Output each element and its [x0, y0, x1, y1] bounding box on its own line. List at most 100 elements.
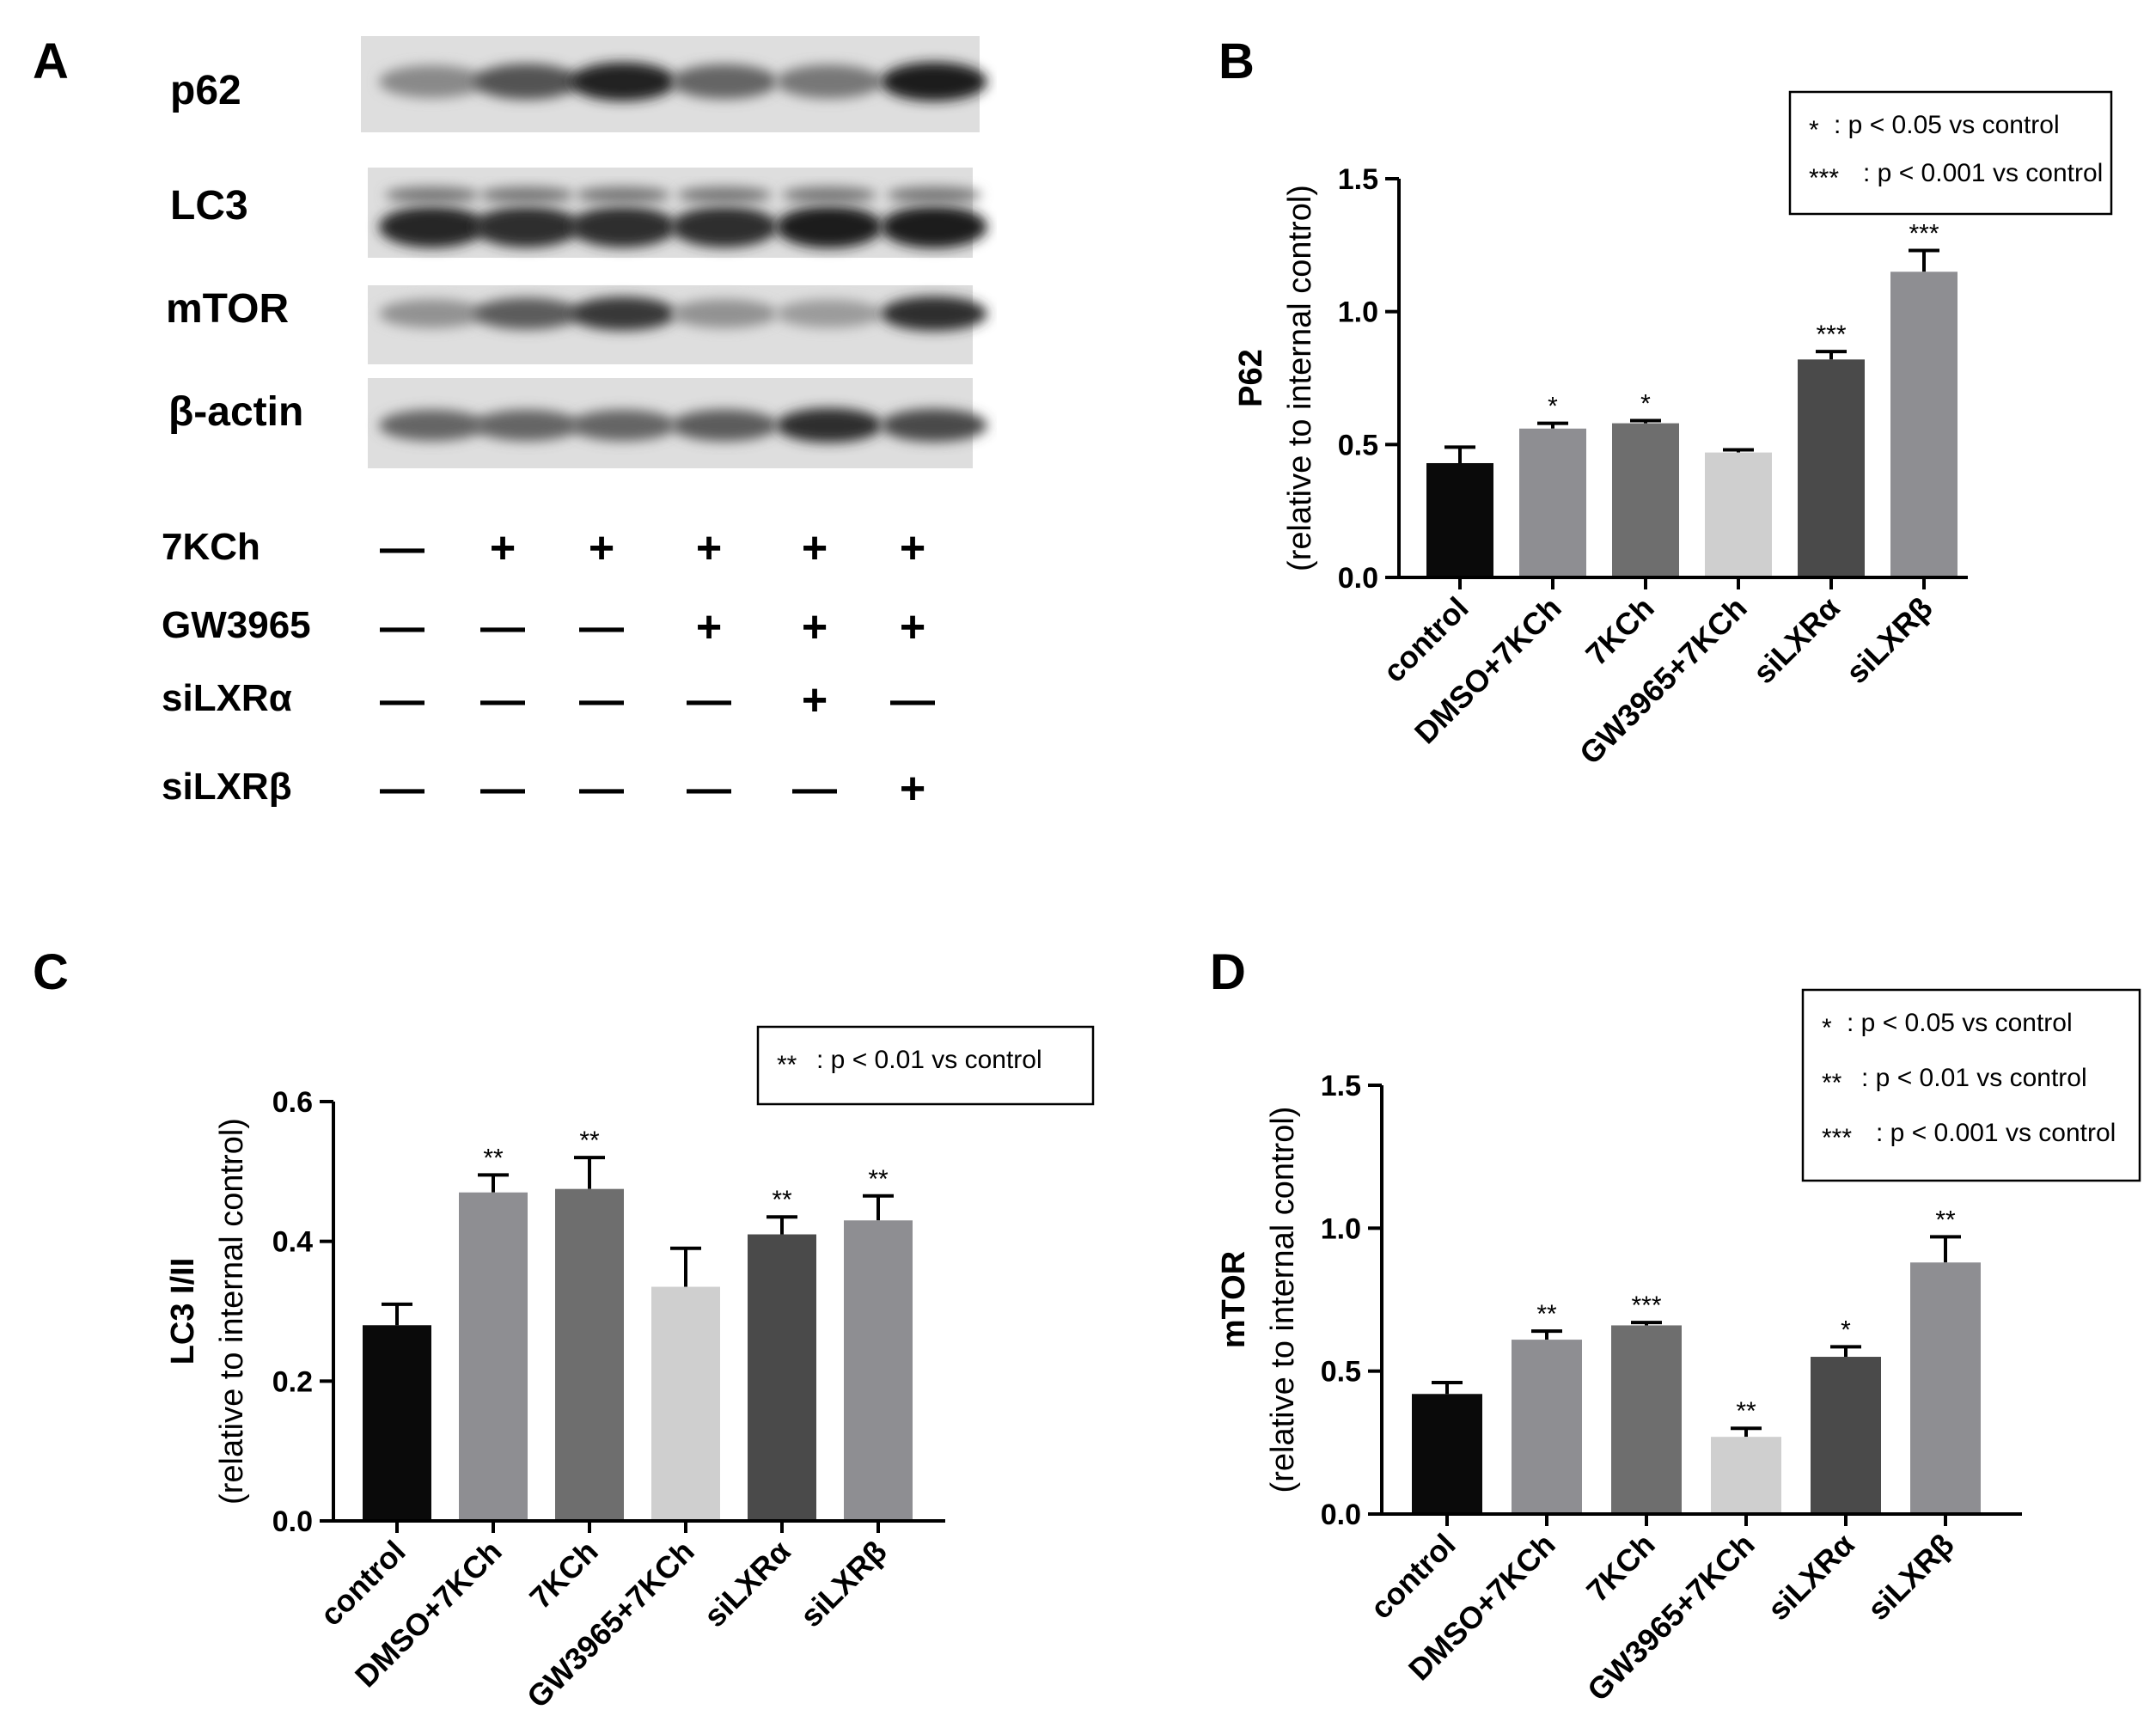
blot-label-beta-actin: β-actin: [168, 389, 304, 435]
significance-label: **: [1935, 1206, 1956, 1234]
y-tick-label: 1.5: [1338, 163, 1378, 196]
blot-band: [881, 296, 987, 332]
y-axis-sublabel: (relative to internal control): [1282, 185, 1318, 571]
chart-d: control**DMSO+7KCh***7KCh**GW3965+7KCh*s…: [1216, 988, 2141, 1707]
blot-band: [671, 205, 778, 248]
treatment-sign: —: [579, 764, 624, 814]
treatment-sign: +: [801, 602, 828, 652]
blot-band: [881, 62, 987, 101]
blot-label-mtor: mTOR: [166, 286, 290, 332]
category-label: GW3965+7KCh: [520, 1534, 701, 1715]
blot-band: [379, 409, 486, 442]
blot-band: [473, 409, 580, 442]
category-label: 7KCh: [522, 1534, 604, 1615]
treatment-sign: —: [687, 764, 731, 814]
blot-band: [881, 408, 987, 443]
blot-band-upper: [887, 186, 981, 204]
legend-text: : p < 0.05 vs control: [1834, 111, 2060, 139]
legend-mark: **: [777, 1051, 797, 1079]
blot-band-upper: [782, 186, 876, 204]
bar-0: [1426, 462, 1493, 577]
y-axis-label: mTOR: [1216, 1251, 1252, 1348]
blot-band-upper: [479, 186, 574, 204]
blot-band: [776, 299, 883, 328]
bar-2: [1612, 423, 1679, 577]
treatment-sign: —: [687, 675, 731, 725]
chart-c: control**DMSO+7KCh**7KChGW3965+7KCh**siL…: [165, 1025, 1095, 1715]
blot-band: [776, 407, 883, 443]
bar-1: [1512, 1340, 1582, 1514]
panel-letter-b: B: [1218, 34, 1255, 89]
blot-band: [379, 299, 486, 328]
significance-label: **: [1736, 1397, 1756, 1426]
treatment-sign: —: [480, 764, 525, 814]
category-label: siLXRβ: [793, 1534, 894, 1634]
significance-label: **: [579, 1126, 600, 1155]
y-tick-label: 1.5: [1321, 1070, 1361, 1102]
y-axis-label: P62: [1233, 349, 1269, 407]
treatment-sign: —: [890, 675, 935, 725]
panel-letter-a: A: [33, 34, 69, 89]
treatment-sign: +: [899, 764, 926, 814]
panel-letter-c: C: [33, 944, 69, 1000]
treatment-sign: —: [380, 675, 424, 725]
treatment-sign: +: [899, 523, 926, 573]
chart-b: control*DMSO+7KCh*7KChGW3965+7KCh***siLX…: [1233, 90, 2113, 772]
significance-label: **: [868, 1165, 889, 1194]
treatment-label-gw3965: GW3965: [162, 604, 311, 646]
bar-5: [844, 1220, 913, 1521]
bar-4: [1798, 359, 1865, 577]
blot-band: [570, 62, 676, 101]
bar-5: [1910, 1262, 1981, 1514]
blot-strip-0: [361, 36, 987, 132]
treatment-sign: +: [899, 602, 926, 652]
bar-5: [1890, 272, 1958, 577]
category-label: siLXRα: [1746, 590, 1847, 691]
blot-band: [881, 205, 987, 248]
category-label: 7KCh: [1579, 1527, 1661, 1609]
bar-4: [748, 1234, 816, 1521]
blot-band: [379, 64, 486, 99]
significance-label: *: [1548, 393, 1558, 421]
treatment-sign: +: [695, 523, 723, 573]
legend-mark: *: [1809, 116, 1819, 144]
bar-2: [555, 1188, 624, 1521]
legend: *: p < 0.05 vs control **: p < 0.01 vs co…: [1801, 988, 2141, 1182]
category-label: control: [313, 1534, 412, 1633]
bar-3: [1705, 452, 1772, 577]
y-tick-label: 0.5: [1338, 429, 1378, 461]
y-axis-sublabel: (relative to internal control): [1265, 1107, 1301, 1493]
y-tick-label: 1.0: [1321, 1212, 1361, 1245]
category-label: control: [1363, 1527, 1462, 1626]
blot-strip-2: [368, 285, 987, 364]
legend: ** : p < 0.01 vs control: [756, 1025, 1095, 1106]
blot-strip-1: [368, 168, 987, 258]
significance-label: *: [1640, 389, 1651, 418]
blot-band-upper: [385, 186, 479, 204]
category-label: siLXRα: [697, 1534, 797, 1634]
significance-label: ***: [1816, 321, 1846, 349]
bar-2: [1611, 1325, 1682, 1514]
blot-band: [570, 409, 676, 442]
legend-text: : p < 0.01 vs control: [816, 1046, 1042, 1074]
bar-3: [651, 1286, 720, 1521]
category-label: siLXRβ: [1839, 590, 1939, 691]
legend: *: p < 0.05 vs control ***: p < 0.001 vs …: [1788, 90, 2113, 216]
legend-text: : p < 0.05 vs control: [1847, 1009, 2073, 1037]
bar-4: [1811, 1357, 1881, 1514]
blot-band: [671, 299, 778, 328]
blot-band: [473, 205, 580, 248]
significance-label: *: [1841, 1316, 1851, 1344]
legend-mark: ***: [1822, 1124, 1852, 1152]
category-label: GW3965+7KCh: [1573, 590, 1754, 772]
bar-1: [1519, 428, 1586, 577]
treatment-sign: —: [480, 675, 525, 725]
blot-band: [776, 205, 883, 248]
y-tick-label: 0.4: [272, 1226, 313, 1259]
legend-text: : p < 0.001 vs control: [1863, 159, 2103, 187]
blot-band: [776, 64, 883, 99]
y-tick-label: 0.0: [1321, 1499, 1361, 1531]
treatment-sign: —: [579, 675, 624, 725]
treatment-sign: —: [380, 523, 424, 573]
